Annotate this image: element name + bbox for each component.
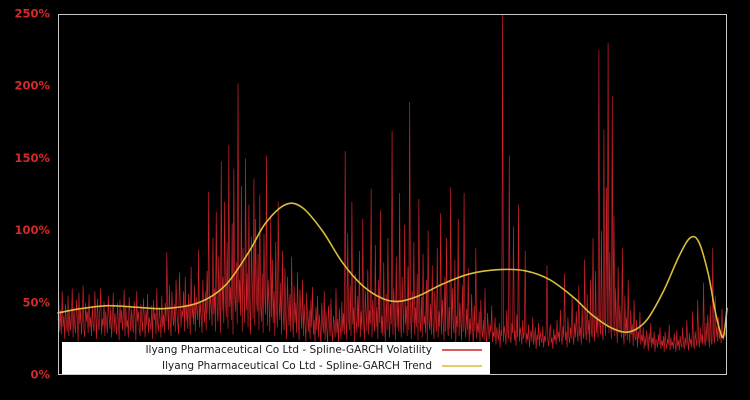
y-axis-tick-label: 100%: [14, 223, 50, 237]
trend-series-line: [57, 202, 728, 339]
y-axis-tick-label: 50%: [22, 295, 50, 309]
y-axis-tick-label: 200%: [14, 79, 50, 93]
chart-legend[interactable]: Ilyang Pharmaceutical Co Ltd - Spline-GA…: [62, 342, 490, 374]
y-axis-tick-label: 0%: [30, 368, 50, 382]
y-axis-tick-labels: 0% 50% 100% 150% 200% 250%: [14, 7, 50, 382]
volatility-series-line: [57, 13, 728, 352]
plot-frame-border: [58, 14, 727, 375]
y-axis-tick-label: 250%: [14, 7, 50, 21]
legend-background: [62, 342, 490, 374]
legend-entry-label: Ilyang Pharmaceutical Co Ltd - Spline-GA…: [162, 360, 432, 372]
legend-entry-label: Ilyang Pharmaceutical Co Ltd - Spline-GA…: [145, 344, 432, 356]
y-axis-tick-label: 150%: [14, 151, 50, 165]
data-series-group: [57, 13, 728, 352]
